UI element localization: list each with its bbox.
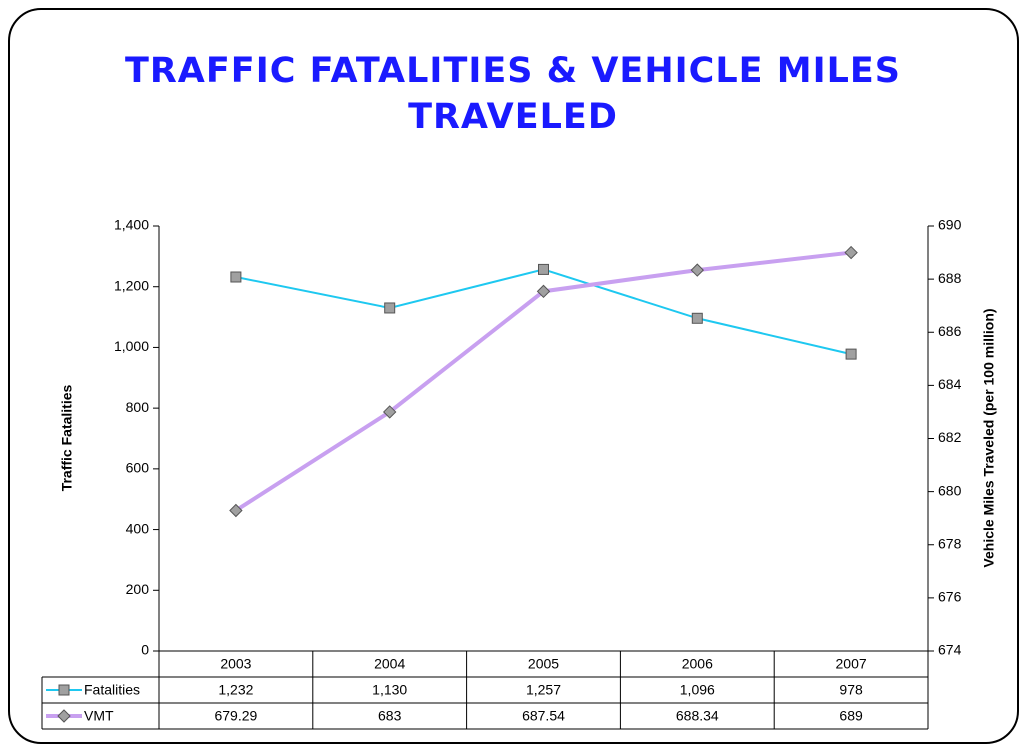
marker [230, 271, 242, 283]
table-value: 687.54 [522, 708, 565, 724]
x-tick-label: 2006 [682, 656, 713, 672]
table-value: 1,232 [218, 682, 253, 698]
y2-tick-label: 684 [938, 376, 962, 392]
y2-tick-label: 676 [938, 589, 962, 605]
marker [538, 263, 549, 275]
y2-tick-label: 680 [938, 482, 962, 498]
y-axis-label: Traffic Fatalities [59, 384, 75, 491]
table-value: 1,096 [680, 682, 715, 698]
table-value: 1,130 [372, 682, 407, 698]
y-tick-label: 1,200 [114, 277, 149, 293]
y-tick-label: 800 [126, 399, 150, 415]
table-value: 689 [839, 708, 863, 724]
marker [229, 503, 243, 518]
x-tick-label: 2007 [836, 656, 867, 672]
y2-tick-label: 678 [938, 535, 962, 551]
table-value: 679.29 [214, 708, 257, 724]
chart-title: TRAFFIC FATALITIES & VEHICLE MILES TRAVE… [124, 51, 902, 137]
marker [691, 312, 703, 324]
table-value: 688.34 [676, 708, 719, 724]
y-tick-label: 1,400 [114, 217, 149, 233]
y2-tick-label: 688 [938, 270, 962, 286]
y-tick-label: 200 [126, 581, 150, 597]
y-tick-label: 0 [141, 642, 149, 658]
y2-axis-label: Vehicle Miles Traveled (per 100 million) [981, 308, 997, 567]
x-tick-label: 2004 [374, 656, 405, 672]
marker [845, 348, 857, 360]
marker [844, 245, 858, 260]
marker [536, 284, 551, 299]
y2-tick-label: 682 [938, 429, 962, 445]
marker [690, 263, 705, 277]
y2-tick-label: 690 [938, 217, 962, 233]
x-tick-label: 2005 [528, 656, 559, 672]
y-tick-label: 1,000 [114, 338, 149, 354]
legend-marker [57, 709, 71, 723]
y-tick-label: 400 [126, 520, 150, 536]
y2-tick-label: 686 [938, 323, 962, 339]
legend-marker [58, 684, 70, 696]
marker [382, 405, 397, 419]
table-value: 683 [378, 708, 402, 724]
legend-label: Fatalities [84, 682, 140, 698]
table-value: 978 [839, 682, 863, 698]
frame [8, 8, 1019, 744]
y-tick-label: 600 [126, 460, 150, 476]
x-tick-label: 2003 [220, 656, 251, 672]
legend-label: VMT [84, 708, 114, 724]
table-value: 1,257 [526, 682, 561, 698]
marker [384, 302, 396, 314]
y2-tick-label: 674 [938, 642, 962, 658]
